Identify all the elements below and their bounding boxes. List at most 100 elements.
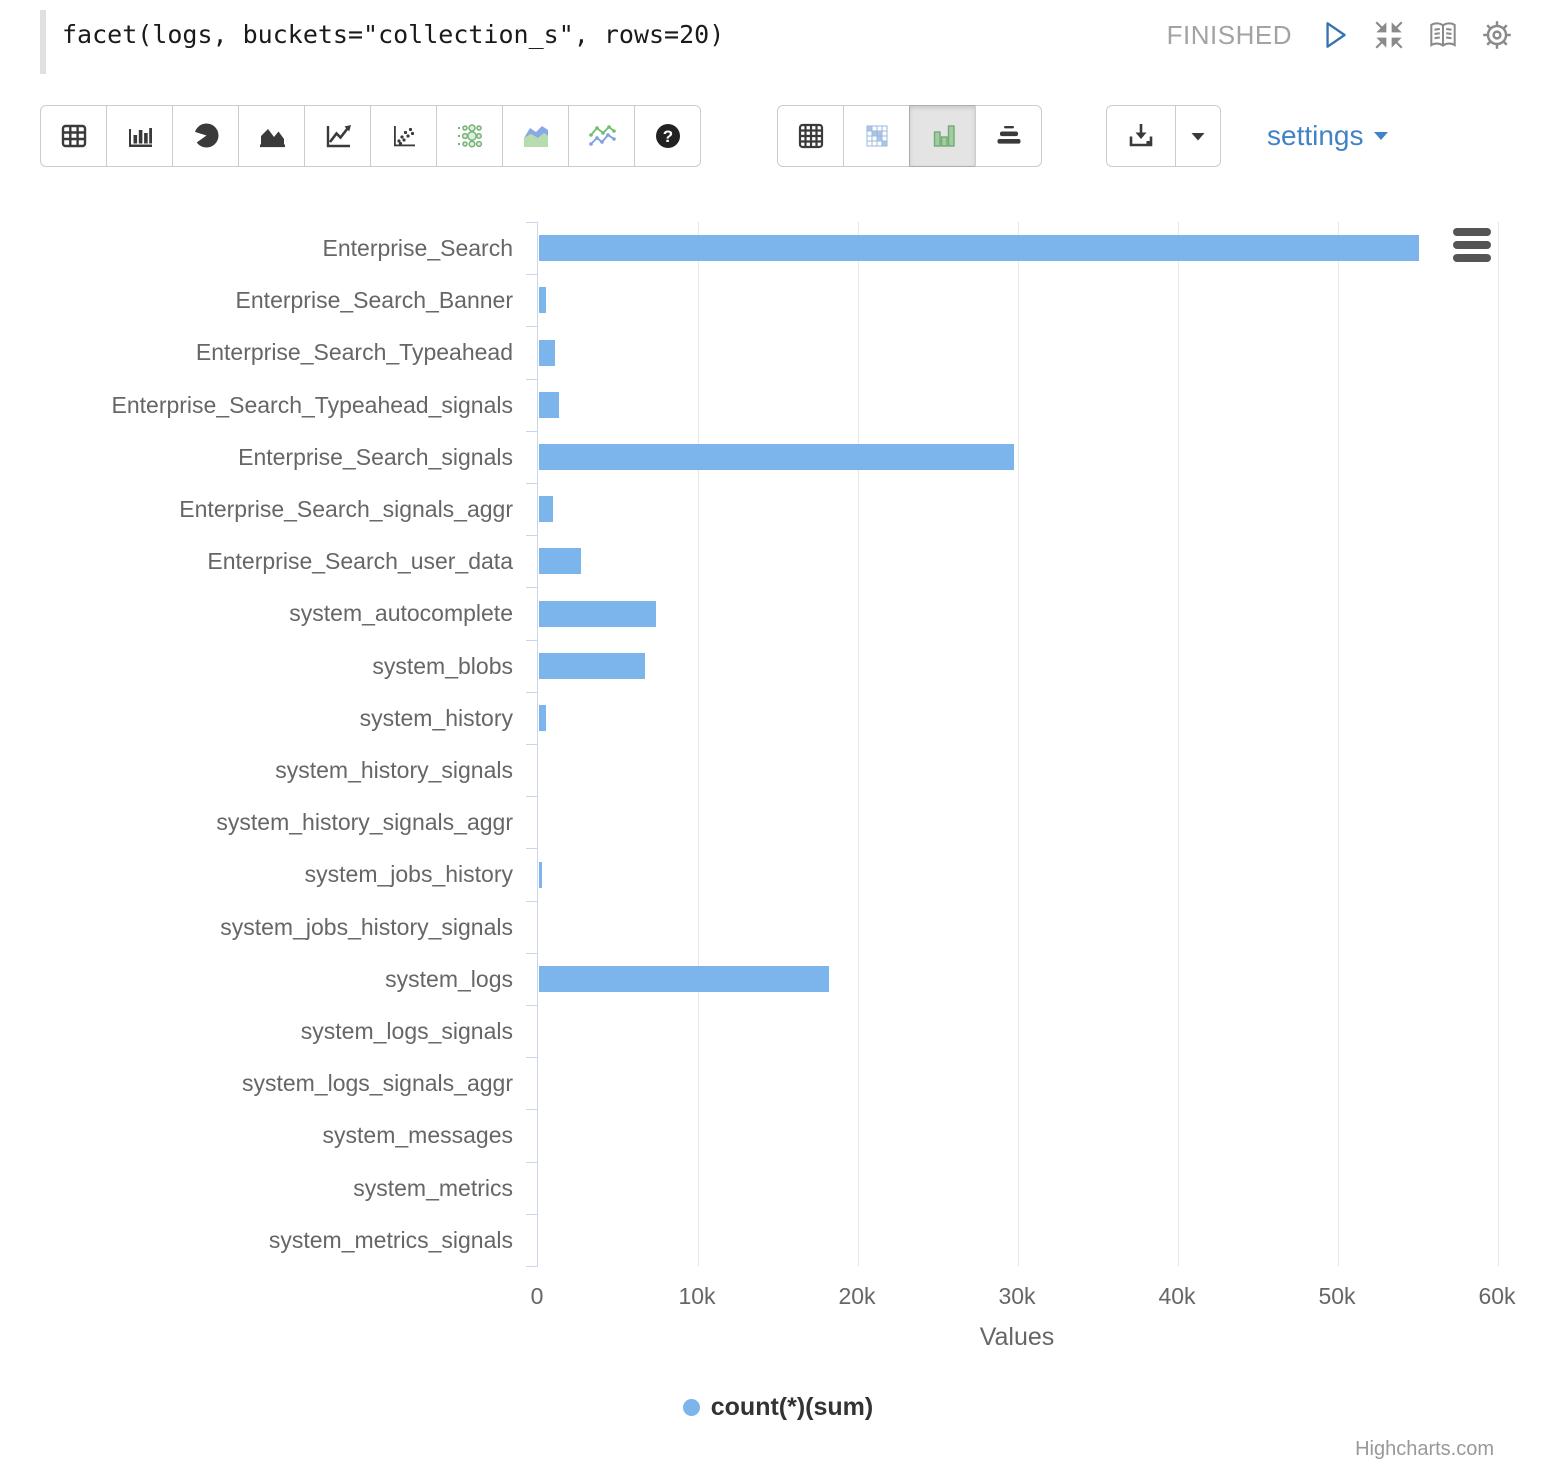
paragraph-selection-bar: [40, 10, 46, 74]
chart-context-menu-button[interactable]: [1453, 228, 1491, 262]
category-label: Enterprise_Search_user_data: [207, 548, 513, 575]
y-axis-tick: [526, 1213, 538, 1215]
gridline: [1338, 222, 1339, 1266]
category-label: system_history_signals_aggr: [216, 809, 513, 836]
x-axis-tick-label: 30k: [998, 1283, 1036, 1309]
y-axis-tick: [526, 1005, 538, 1006]
y-axis-tick: [526, 744, 538, 745]
y-axis-tick: [526, 1161, 538, 1163]
chart-type-group: ?: [40, 105, 701, 167]
bar: [539, 235, 1419, 262]
stacked-area-icon: [523, 126, 548, 147]
caret-down-icon: [1373, 132, 1388, 140]
horizontal-bars-icon: [997, 126, 1020, 144]
area-chart-button[interactable]: [238, 105, 305, 167]
pivot-table-icon: [798, 123, 823, 149]
heatmap-icon: [866, 125, 887, 147]
scatter-plot-button[interactable]: [370, 105, 437, 167]
settings-label: settings: [1267, 120, 1364, 151]
category-label: Enterprise_Search_Typeahead: [195, 339, 513, 366]
code-editor[interactable]: facet(logs, buckets="collection_s", rows…: [62, 20, 725, 49]
category-label: system_logs_signals: [300, 1018, 513, 1044]
download-icon: [1129, 124, 1153, 147]
category-label: system_history: [359, 704, 513, 731]
y-axis-tick: [526, 639, 538, 641]
bubble-chart-button[interactable]: [436, 105, 503, 167]
pie-chart-button[interactable]: [172, 105, 239, 167]
heatmap-button[interactable]: [843, 105, 910, 167]
category-label: system_metrics: [353, 1174, 513, 1201]
category-label: system_jobs_history_signals: [220, 913, 513, 940]
download-split-button: [1106, 105, 1221, 167]
y-axis-tick: [526, 952, 538, 954]
line-chart-button[interactable]: [304, 105, 371, 167]
collapse-icon[interactable]: [1372, 18, 1406, 52]
menu-bar: [1453, 241, 1491, 249]
stacked-area-button[interactable]: [502, 105, 569, 167]
horizontal-bars-button[interactable]: [975, 105, 1042, 167]
y-axis-tick: [526, 1057, 538, 1059]
multi-line-chart-button[interactable]: [568, 105, 635, 167]
category-label: system_logs_signals_aggr: [241, 1070, 513, 1097]
category-label: system_logs: [385, 965, 513, 992]
y-axis-tick: [526, 796, 538, 798]
y-axis-tick: [526, 430, 538, 432]
bar: [539, 652, 646, 679]
y-axis-tick: [526, 535, 538, 537]
x-axis-tick-label: 20k: [838, 1283, 876, 1309]
category-label: system_messages: [322, 1122, 513, 1149]
help-button[interactable]: ?: [634, 105, 701, 167]
legend-marker-icon: [682, 1399, 700, 1416]
run-play-icon[interactable]: [1318, 18, 1352, 52]
pie-chart-icon: [191, 123, 218, 148]
gridline: [1178, 222, 1179, 1266]
histogram-icon: [933, 125, 955, 147]
gear-icon[interactable]: [1480, 18, 1514, 52]
settings-dropdown[interactable]: settings: [1267, 120, 1390, 152]
category-label: system_history_signals: [275, 757, 513, 783]
bar: [539, 861, 543, 888]
legend-item[interactable]: count(*)(sum): [0, 1393, 1556, 1422]
bar: [539, 391, 559, 418]
highcharts-credit-link[interactable]: Highcharts.com: [1355, 1438, 1494, 1460]
x-axis-tick-label: 10k: [678, 1283, 716, 1309]
book-icon[interactable]: [1426, 18, 1460, 52]
area-chart-icon: [259, 129, 285, 148]
legend-label: count(*)(sum): [710, 1393, 874, 1421]
x-axis-tick-label: 0: [530, 1283, 544, 1309]
gridline: [698, 222, 699, 1266]
y-axis-tick: [526, 1266, 538, 1267]
table-button[interactable]: [40, 105, 107, 167]
bar-chart-icon: [128, 128, 152, 147]
plot-area: [526, 222, 1499, 1267]
bar-chart-button[interactable]: [106, 105, 173, 167]
y-axis-tick: [526, 378, 538, 380]
y-axis-tick: [526, 274, 538, 276]
caret-down-icon: [1191, 133, 1205, 141]
y-axis-tick: [526, 483, 538, 484]
bar: [539, 704, 547, 731]
x-axis-tick-label: 50k: [1318, 1283, 1356, 1309]
gridline: [858, 222, 859, 1266]
svg-text:?: ?: [662, 127, 672, 146]
y-axis-tick: [526, 900, 538, 902]
histogram-button[interactable]: [909, 105, 976, 167]
category-label: Enterprise_Search_signals: [238, 443, 513, 470]
gridline: [1498, 222, 1499, 1266]
bar: [539, 287, 547, 314]
y-axis-tick: [526, 326, 538, 328]
y-axis-tick: [526, 1109, 538, 1111]
bar: [539, 548, 582, 575]
multi-line-icon: [588, 125, 616, 146]
category-label: system_metrics_signals: [268, 1226, 513, 1253]
download-options-button[interactable]: [1175, 105, 1221, 167]
pivot-table-button[interactable]: [777, 105, 844, 167]
category-label: system_blobs: [372, 652, 513, 679]
gridline: [1018, 222, 1019, 1266]
category-label: system_autocomplete: [289, 600, 513, 627]
x-axis-tick-label: 60k: [1478, 1283, 1516, 1309]
download-button[interactable]: [1106, 105, 1176, 167]
bar: [539, 443, 1015, 470]
x-axis-tick-label: 40k: [1158, 1283, 1196, 1309]
line-chart-icon: [326, 125, 351, 148]
